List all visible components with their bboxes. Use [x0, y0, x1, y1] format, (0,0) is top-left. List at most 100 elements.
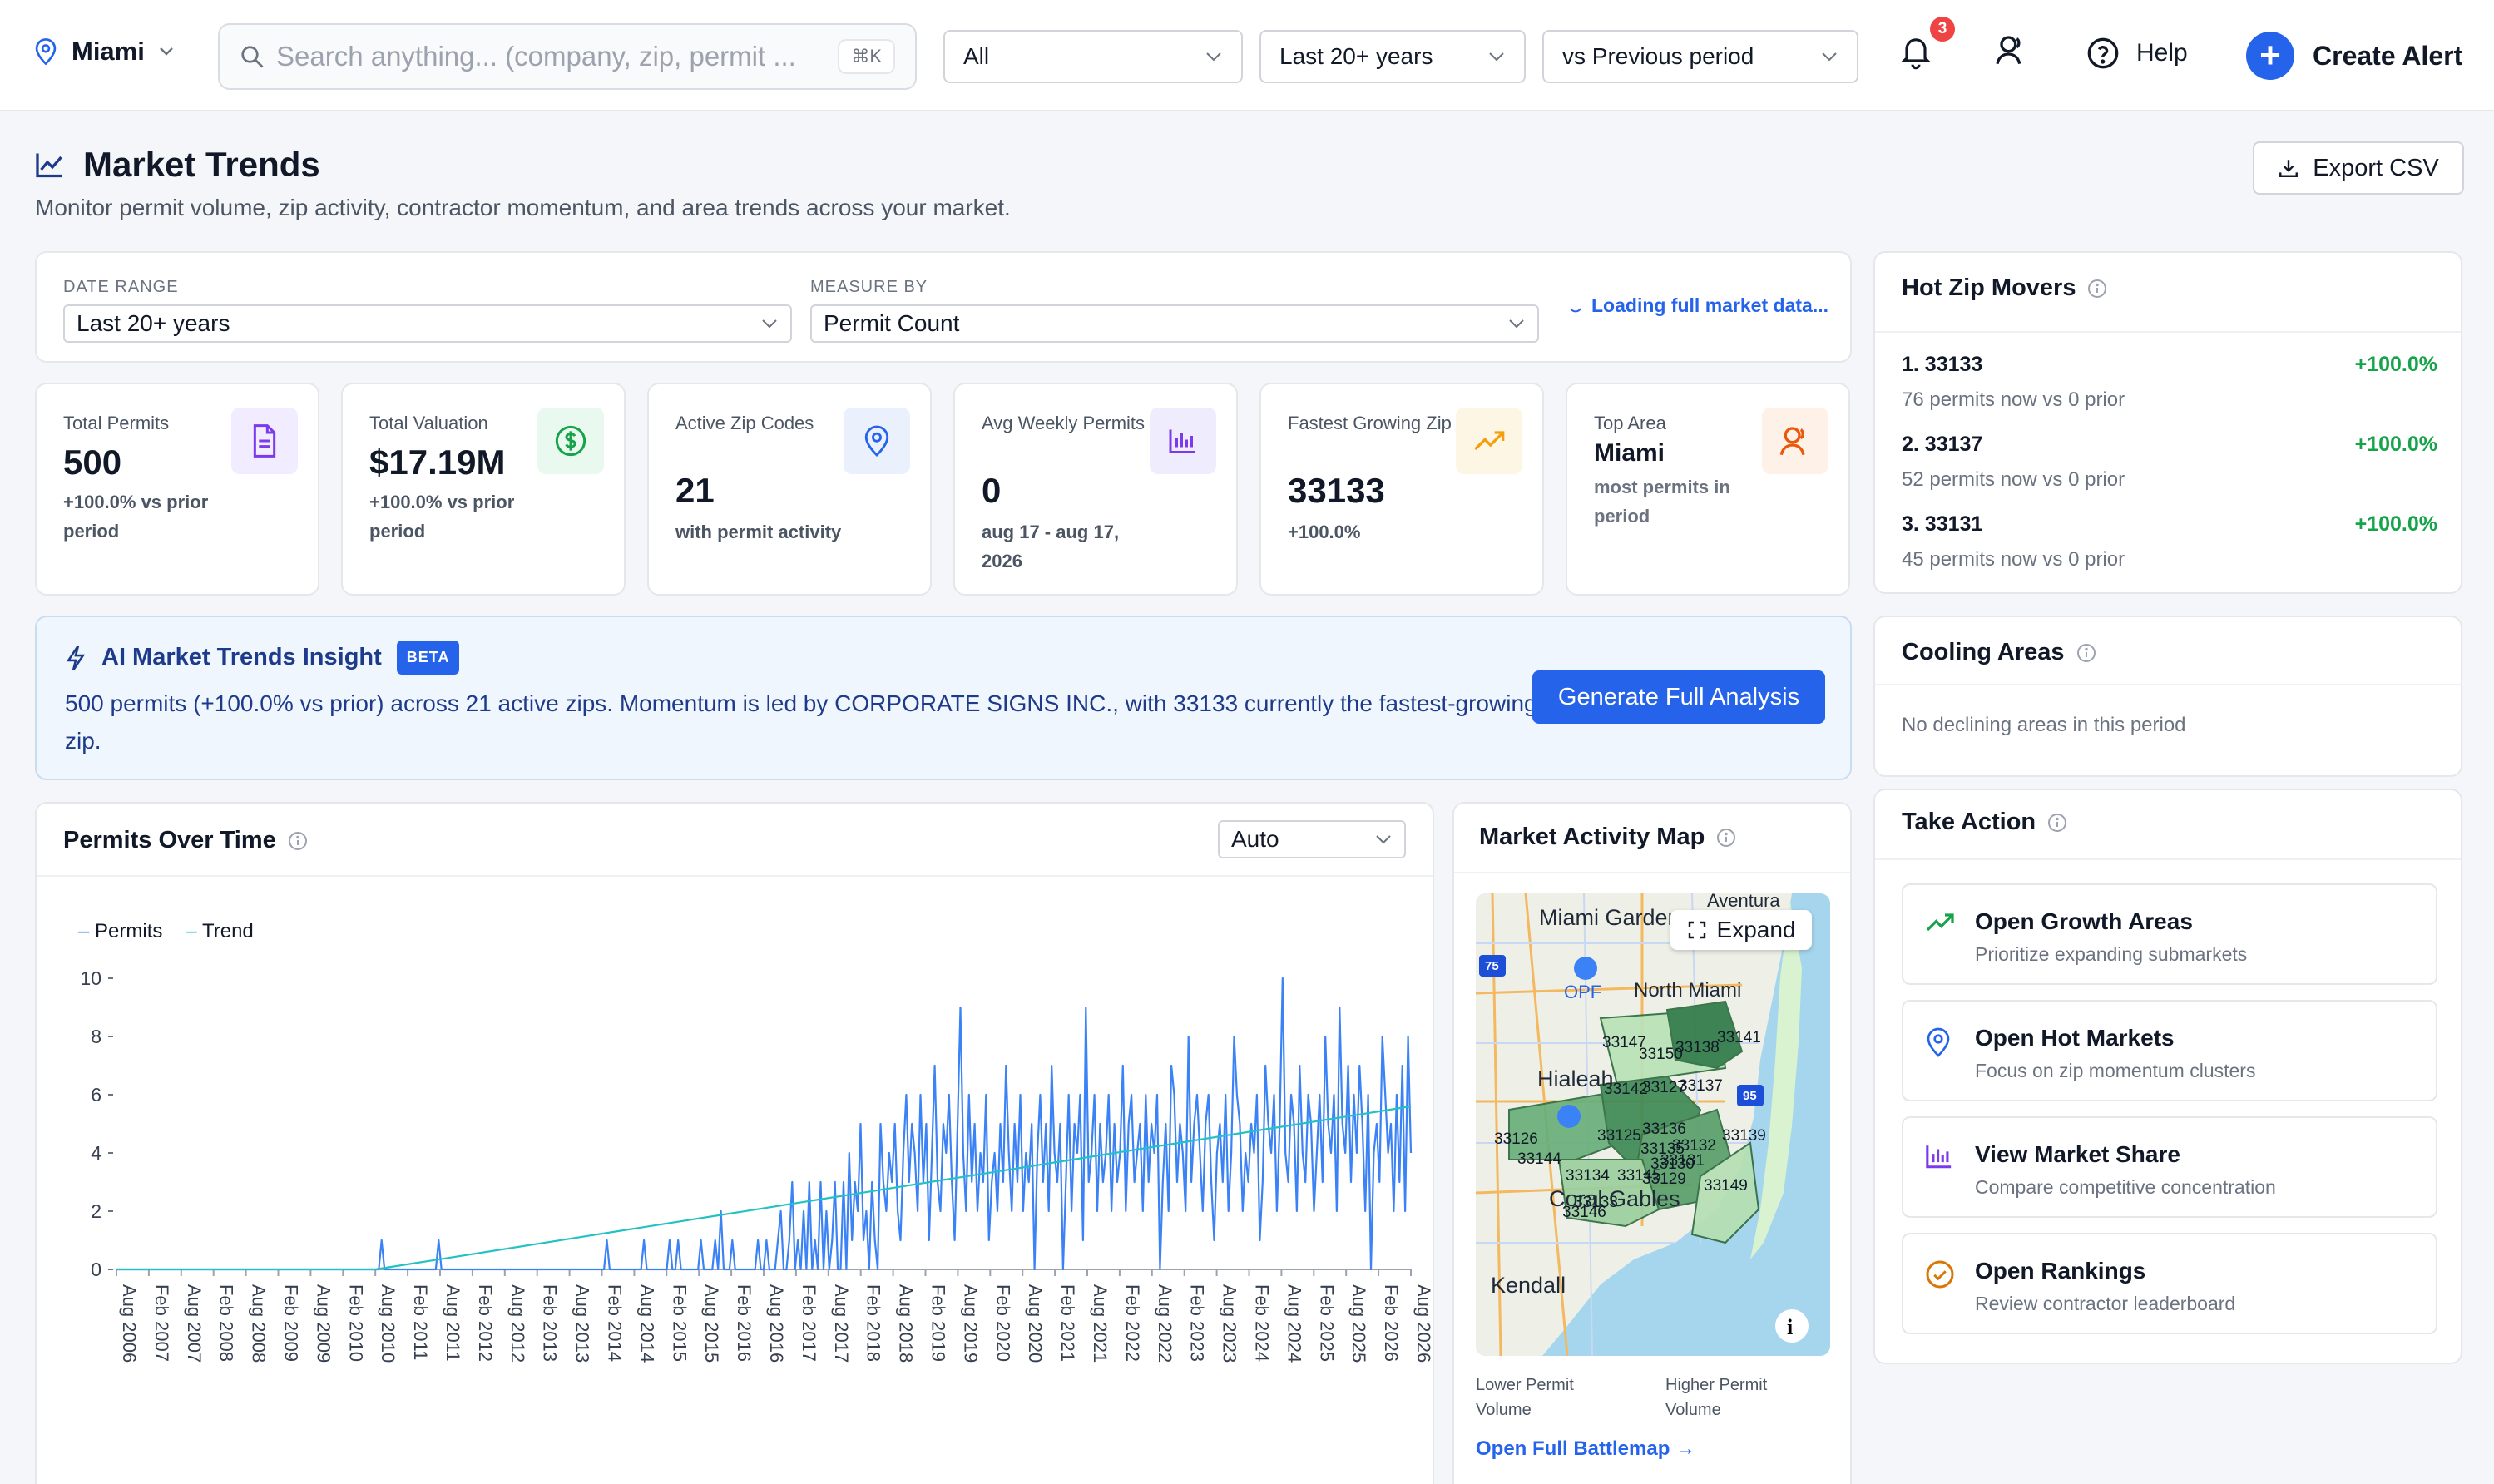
action-desc: Compare competitive concentration [1975, 1176, 2276, 1198]
x-tick-label: Feb 2019 [928, 1284, 949, 1362]
take-action-title-text: Take Action [1902, 809, 2036, 835]
place-label: Miami Gardens [1539, 905, 1691, 930]
notifications-button[interactable] [1900, 33, 1932, 70]
map-expand-button[interactable]: Expand [1670, 910, 1812, 950]
x-tick-label: Aug 2013 [572, 1284, 593, 1363]
granularity-select[interactable]: Auto [1218, 820, 1406, 858]
map-info-button[interactable] [1775, 1309, 1809, 1343]
location-pin-icon [1925, 1026, 1952, 1058]
cooling-title-text: Cooling Areas [1902, 639, 2065, 665]
map-legend-low: Lower Permit Volume [1476, 1376, 1574, 1419]
chevron-down-icon [158, 46, 175, 57]
stat-value: 21 [675, 471, 715, 510]
bar-chart-icon [1925, 1143, 1953, 1170]
action-desc: Focus on zip momentum clusters [1975, 1060, 2256, 1081]
export-csv-button[interactable]: Export CSV [2253, 141, 2464, 195]
hot-zip-title-text: Hot Zip Movers [1902, 275, 2076, 301]
users-icon [1762, 408, 1828, 474]
location-label: Miami [72, 37, 145, 66]
date-range-select[interactable]: Last 20+ years [63, 304, 792, 343]
compare-select[interactable]: vs Previous period [1542, 30, 1858, 83]
zip-label: 33129 [1642, 1170, 1686, 1188]
x-tick-label: Feb 2021 [1057, 1284, 1078, 1362]
zip-label: 33142 [1604, 1081, 1648, 1098]
measure-by-select[interactable]: Permit Count [810, 304, 1539, 343]
lightning-icon [65, 645, 87, 671]
permits-series-line [116, 977, 1413, 1271]
cooling-areas-card: Cooling Areas No declining areas in this… [1873, 616, 2462, 777]
location-selector[interactable]: Miami [33, 37, 175, 67]
x-tick-label: Feb 2022 [1122, 1284, 1143, 1362]
zip-heat-regions [1508, 1000, 1760, 1244]
place-label: Kendall [1491, 1273, 1566, 1298]
bell-icon [1900, 33, 1932, 70]
x-tick-label: Aug 2011 [443, 1284, 463, 1362]
action-open-rankings[interactable]: Open Rankings Review contractor leaderbo… [1902, 1233, 2437, 1334]
plus-icon: + [2246, 32, 2294, 80]
info-icon[interactable] [288, 831, 308, 851]
info-icon[interactable] [2076, 643, 2096, 663]
action-open-growth-areas[interactable]: Open Growth Areas Prioritize expanding s… [1902, 883, 2437, 985]
y-tick-label: 0 [91, 1259, 101, 1280]
cooling-title: Cooling Areas [1902, 639, 2096, 666]
x-tick-label: Aug 2014 [636, 1284, 657, 1363]
x-tick-label: Feb 2007 [151, 1284, 172, 1362]
zip-label: 33132 [1672, 1137, 1716, 1155]
time-range-value: Last 20+ years [1279, 43, 1433, 69]
action-view-market-share[interactable]: View Market Share Compare competitive co… [1902, 1116, 2437, 1218]
location-pin-icon [844, 408, 910, 474]
x-tick-label: Feb 2008 [216, 1284, 237, 1362]
trend-series-line [116, 1105, 1412, 1271]
x-tick-label: Feb 2010 [345, 1284, 366, 1362]
granularity-value: Auto [1231, 826, 1279, 852]
action-open-hot-markets[interactable]: Open Hot Markets Focus on zip momentum c… [1902, 1000, 2437, 1101]
permits-over-time-card: Permits Over Time Auto – Permits – Trend… [35, 802, 1434, 1484]
profile-button[interactable] [1993, 33, 2026, 67]
stat-value: $17.19M [369, 443, 506, 482]
place-label: Hialeah [1537, 1066, 1614, 1091]
hot-zip-item[interactable]: 1. 33133 76 permits now vs 0 prior +100.… [1902, 353, 2437, 412]
info-icon[interactable] [2047, 813, 2067, 833]
map-canvas: 33147 33150 33138 33141 33142 33127 3313… [1476, 893, 1809, 1356]
stat-sub: +100.0% vs prior period [369, 492, 515, 542]
trending-up-icon [1456, 408, 1522, 474]
generate-analysis-button[interactable]: Generate Full Analysis [1532, 670, 1825, 724]
x-tick-label: Feb 2026 [1381, 1284, 1402, 1362]
search-input[interactable]: Search anything... (company, zip, permit… [218, 23, 917, 90]
x-tick-label: Aug 2012 [507, 1284, 528, 1363]
stat-card-fastest-zip: Fastest Growing Zip 33133 +100.0% [1259, 383, 1544, 596]
take-action-title: Take Action [1902, 809, 2067, 836]
open-battlemap-link[interactable]: Open Full Battlemap → [1476, 1437, 1696, 1460]
time-range-select[interactable]: Last 20+ years [1259, 30, 1526, 83]
trending-up-icon [1925, 910, 1955, 935]
stat-value: Miami [1594, 439, 1665, 467]
info-icon[interactable] [2087, 279, 2107, 299]
zip-label: 33133 [1574, 1194, 1618, 1211]
legend-label: Trend [201, 920, 254, 942]
x-tick-label: Aug 2007 [184, 1284, 205, 1363]
chevron-down-icon [760, 318, 779, 329]
zip-label: 33147 [1602, 1034, 1646, 1051]
hot-zip-item[interactable]: 2. 33137 52 permits now vs 0 prior +100.… [1902, 433, 2437, 492]
map-view[interactable]: 33147 33150 33138 33141 33142 33127 3313… [1476, 893, 1830, 1356]
map-title-text: Market Activity Map [1479, 824, 1705, 850]
zip-label: 33146 [1562, 1204, 1606, 1221]
chart-legend: – Permits – Trend [78, 920, 254, 943]
x-tick-label: Aug 2018 [896, 1284, 917, 1363]
info-icon[interactable] [1716, 828, 1736, 848]
zip-labels: 33147 33150 33138 33141 33142 33127 3313… [1494, 1029, 1766, 1221]
x-tick-label: Feb 2020 [992, 1284, 1013, 1362]
top-bar: Miami Search anything... (company, zip, … [0, 0, 2494, 111]
zip-label: 33139 [1722, 1127, 1766, 1145]
info-icon: i [1787, 1315, 1793, 1339]
help-button[interactable]: Help [2086, 37, 2188, 70]
hot-zip-item[interactable]: 3. 33131 45 permits now vs 0 prior +100.… [1902, 512, 2437, 571]
y-tick-label: 4 [91, 1142, 101, 1164]
type-filter-select[interactable]: All [943, 30, 1243, 83]
market-map-card: Market Activity Map 33147 [1452, 802, 1852, 1484]
stat-card-total-valuation: Total Valuation $17.19M +100.0% vs prior… [341, 383, 626, 596]
x-tick-label: Aug 2010 [378, 1284, 398, 1363]
map-title: Market Activity Map [1479, 824, 1736, 851]
loading-text: Loading full market data... [1591, 294, 1828, 316]
create-alert-button[interactable]: + Create Alert [2246, 32, 2462, 80]
